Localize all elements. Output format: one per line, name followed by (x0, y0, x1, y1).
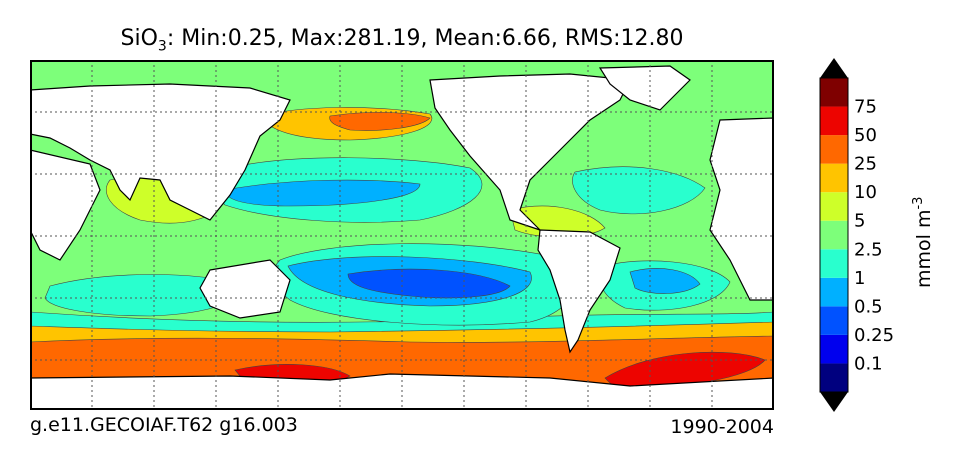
core-north-pacific (224, 179, 421, 207)
period-label: 1990-2004 (670, 416, 774, 438)
colorbar-swatch (820, 220, 848, 250)
colorbar-level-label: 2.5 (854, 239, 883, 260)
core-south-pacific-inner (347, 268, 511, 299)
title-species: SiO (120, 26, 158, 51)
core-south-atlantic (629, 268, 701, 294)
patch-atlantic-yellow (509, 205, 606, 238)
land-eurasia (30, 83, 291, 221)
colorbar-swatch (820, 135, 848, 164)
graticule (30, 60, 774, 410)
colorbar-level-label: 50 (854, 125, 877, 146)
colorbar-level-label: 0.5 (854, 296, 883, 317)
colorbar-level-label: 1 (854, 268, 865, 289)
ocean-map (30, 60, 774, 410)
map-frame (30, 60, 774, 410)
colorbar-swatch (820, 78, 848, 107)
colorbar-swatch (820, 363, 848, 392)
colorbar-swatch (820, 334, 848, 364)
land-masses (30, 65, 774, 410)
land-south-america (537, 229, 621, 354)
colorbar-level-label: 75 (854, 97, 877, 118)
land-australia (199, 259, 291, 319)
colorbar-swatch (820, 277, 848, 307)
colorbar-extend-max (820, 58, 848, 78)
colorbar-unit: mmol m-3 (911, 197, 935, 288)
run-label: g.e11.GECOIAF.T62 g16.003 (30, 414, 298, 436)
colorbar-swatch (820, 249, 848, 278)
title-stats: : Min:0.25, Max:281.19, Mean:6.66, RMS:1… (166, 26, 684, 51)
gyre-north-atlantic (572, 166, 706, 215)
colorbar-swatch (820, 192, 848, 221)
colorbar-level-label: 5 (854, 211, 865, 232)
colorbar-level-label: 0.1 (854, 353, 883, 374)
colorbar-frame (819, 77, 849, 393)
title-subscript: 3 (157, 38, 167, 55)
land-greenland (598, 65, 691, 111)
colorbar-swatch (820, 163, 848, 193)
land-africa (709, 117, 774, 301)
colorbar-extend-min (820, 392, 848, 412)
colorbar-swatch (820, 106, 848, 136)
map-title: SiO3: Min:0.25, Max:281.19, Mean:6.66, R… (30, 26, 774, 54)
colorbar-level-label: 25 (854, 154, 877, 175)
colorbar-level-label: 0.25 (854, 325, 894, 346)
colorbar-level-label: 10 (854, 182, 877, 203)
colorbar: 0.1 0.25 0.5 1 2.5 5 10 25 50 75 mmol m-3 (819, 58, 935, 412)
colorbar-swatch (820, 306, 848, 335)
